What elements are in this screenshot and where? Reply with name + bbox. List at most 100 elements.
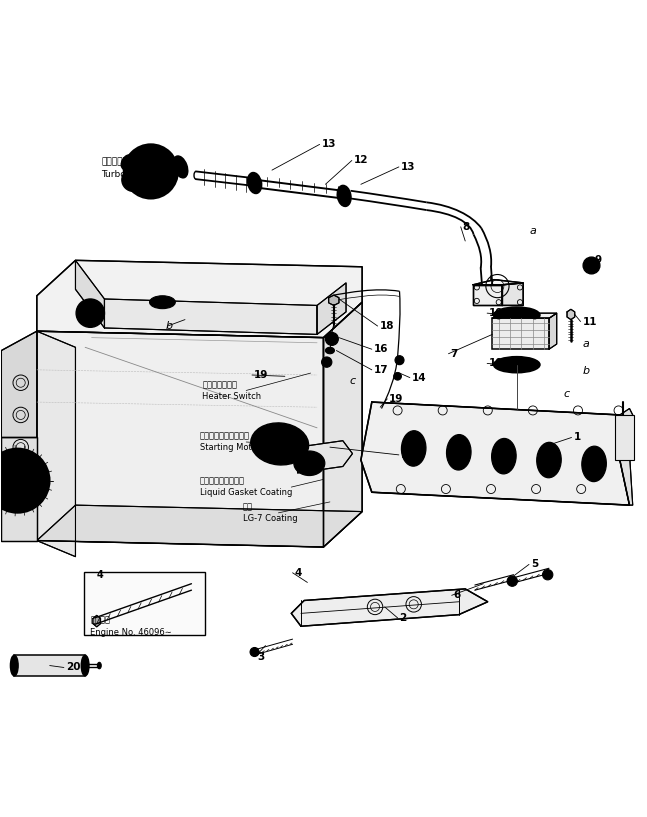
Circle shape <box>507 576 518 587</box>
Text: 13: 13 <box>400 162 415 172</box>
Polygon shape <box>329 295 339 306</box>
Polygon shape <box>317 283 346 334</box>
Circle shape <box>250 648 259 657</box>
Text: 4: 4 <box>97 570 104 580</box>
Polygon shape <box>567 310 575 319</box>
Circle shape <box>531 311 539 319</box>
Ellipse shape <box>149 296 175 309</box>
Circle shape <box>0 449 50 513</box>
Polygon shape <box>37 331 324 547</box>
Ellipse shape <box>494 357 540 373</box>
Text: ターボチャージャ
Turbocharger: ターボチャージャ Turbocharger <box>101 158 161 179</box>
Polygon shape <box>502 283 523 306</box>
Text: 塗布
LG-7 Coating: 塗布 LG-7 Coating <box>243 502 298 523</box>
Ellipse shape <box>494 307 540 324</box>
Text: 12: 12 <box>354 155 368 166</box>
Ellipse shape <box>251 423 309 465</box>
Text: 19: 19 <box>254 370 269 380</box>
Bar <box>14 655 85 676</box>
Bar <box>84 572 205 636</box>
Polygon shape <box>37 261 362 337</box>
Ellipse shape <box>492 439 516 474</box>
Text: 10: 10 <box>489 308 503 318</box>
Polygon shape <box>76 261 104 328</box>
Circle shape <box>394 373 401 380</box>
Text: 16: 16 <box>374 344 388 355</box>
Text: 液状ガスケット塗布
Liquid Gasket Coating: 液状ガスケット塗布 Liquid Gasket Coating <box>200 476 292 498</box>
Ellipse shape <box>294 451 325 475</box>
Text: 13: 13 <box>322 140 336 150</box>
Ellipse shape <box>248 173 261 193</box>
Text: スターティングモータ
Starting Motor: スターティングモータ Starting Motor <box>200 431 260 453</box>
Circle shape <box>10 473 25 489</box>
Ellipse shape <box>82 655 89 676</box>
Circle shape <box>495 361 503 368</box>
Circle shape <box>325 333 338 346</box>
Text: 3: 3 <box>257 651 265 662</box>
Text: 4: 4 <box>294 568 302 578</box>
Ellipse shape <box>98 663 101 669</box>
Ellipse shape <box>10 655 18 676</box>
Text: b: b <box>582 366 589 376</box>
Text: a: a <box>582 339 589 349</box>
Text: 20: 20 <box>66 663 80 672</box>
Polygon shape <box>473 279 523 285</box>
Circle shape <box>124 145 178 199</box>
Text: 1: 1 <box>573 432 581 443</box>
Polygon shape <box>324 302 362 547</box>
Text: c: c <box>563 390 569 400</box>
Polygon shape <box>298 440 353 473</box>
Polygon shape <box>620 453 633 505</box>
Circle shape <box>76 299 104 328</box>
Polygon shape <box>361 402 630 505</box>
Text: 18: 18 <box>380 321 394 331</box>
Circle shape <box>134 154 168 188</box>
Circle shape <box>322 357 332 368</box>
Polygon shape <box>37 505 362 547</box>
Ellipse shape <box>173 156 188 178</box>
Polygon shape <box>37 331 76 556</box>
Text: 17: 17 <box>374 365 388 375</box>
Polygon shape <box>549 313 556 349</box>
Text: 6: 6 <box>454 591 461 600</box>
Bar <box>615 415 634 460</box>
Text: 14: 14 <box>411 373 426 382</box>
Text: 適用号等
Engine No. 46096∼: 適用号等 Engine No. 46096∼ <box>91 616 172 636</box>
Polygon shape <box>473 285 502 306</box>
Ellipse shape <box>582 446 606 481</box>
Circle shape <box>143 163 159 179</box>
Ellipse shape <box>325 347 334 354</box>
Text: ヒータスイッチ
Heater Switch: ヒータスイッチ Heater Switch <box>203 380 261 401</box>
Polygon shape <box>291 589 488 627</box>
Text: c: c <box>349 377 355 386</box>
Text: 5: 5 <box>531 560 538 569</box>
Polygon shape <box>104 299 317 334</box>
Polygon shape <box>492 313 556 319</box>
Ellipse shape <box>446 435 471 470</box>
Text: 2: 2 <box>399 613 407 623</box>
Circle shape <box>395 355 404 364</box>
Circle shape <box>531 361 539 368</box>
Circle shape <box>495 311 503 319</box>
Circle shape <box>122 168 145 191</box>
Polygon shape <box>1 437 37 541</box>
Polygon shape <box>620 408 633 447</box>
Ellipse shape <box>537 442 561 478</box>
Circle shape <box>543 569 553 580</box>
Text: 19: 19 <box>389 394 404 404</box>
Text: 11: 11 <box>582 316 597 327</box>
Text: 7: 7 <box>450 349 458 359</box>
Text: 10: 10 <box>489 359 503 368</box>
Polygon shape <box>1 331 37 437</box>
Polygon shape <box>93 615 100 627</box>
Ellipse shape <box>401 431 426 467</box>
Text: b: b <box>166 321 173 331</box>
Circle shape <box>583 257 600 274</box>
Ellipse shape <box>121 155 134 170</box>
Text: a: a <box>530 226 536 236</box>
Text: 9: 9 <box>594 256 601 266</box>
Text: 8: 8 <box>463 222 470 232</box>
Ellipse shape <box>338 185 351 206</box>
Text: 15: 15 <box>400 450 415 460</box>
Bar <box>492 319 549 349</box>
